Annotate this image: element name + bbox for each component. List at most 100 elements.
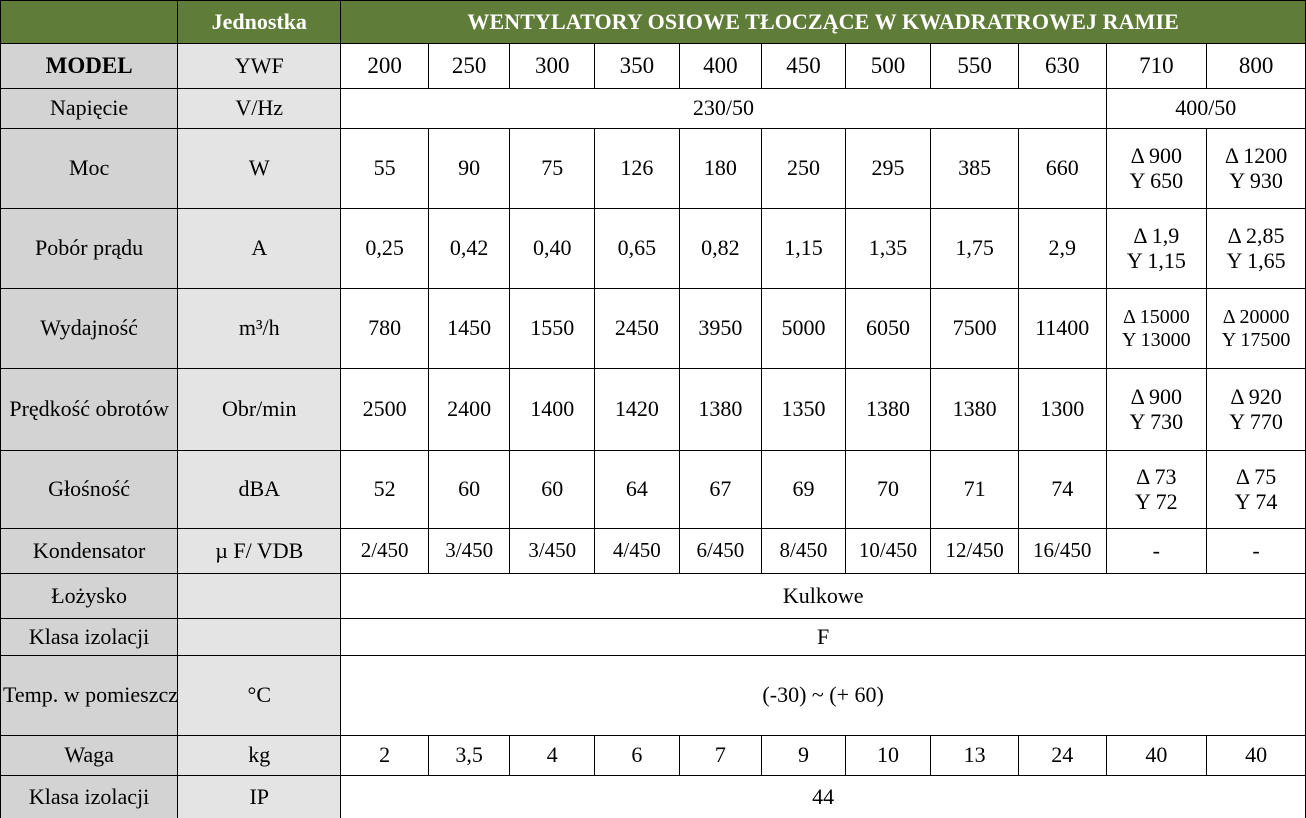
- cell-rpm-450: 1350: [761, 368, 846, 451]
- row-label-airflow: Wydajność: [0, 288, 179, 369]
- cell-current-550: 1,75: [930, 208, 1019, 289]
- row-label-voltage: Napięcie: [0, 88, 179, 129]
- model-column-500: 500: [844, 43, 932, 89]
- cell-current-350: 0,65: [594, 208, 680, 289]
- row-unit-airflow: m³/h: [177, 288, 342, 369]
- row-label-weight: Waga: [0, 735, 179, 776]
- model-column-400: 400: [678, 43, 763, 89]
- model-column-450: 450: [761, 43, 846, 89]
- delta-value: Δ 15000: [1122, 306, 1190, 329]
- cell-noise-500: 70: [844, 450, 932, 529]
- cell-power-450: 250: [761, 128, 846, 209]
- delta-value: Δ 73: [1136, 463, 1177, 489]
- row-label-ambient-temp: Temp. w pomieszczeniu: [0, 655, 179, 736]
- cell-power-710: Δ 900 Y 650: [1105, 128, 1208, 209]
- cell-weight-500: 10: [844, 735, 932, 776]
- table-header-row: Jednostka WENTYLATORY OSIOWE TŁOCZĄCE W …: [0, 0, 1306, 44]
- delta-value: Δ 75: [1235, 463, 1277, 489]
- model-column-200: 200: [340, 43, 429, 89]
- row-unit-power: W: [177, 128, 342, 209]
- cell-airflow-250: 1450: [427, 288, 511, 369]
- table-row-airflow: Wydajność m³/h 780 1450 1550 2450 3950 5…: [0, 288, 1306, 369]
- cell-weight-800: 40: [1206, 735, 1306, 776]
- cell-current-300: 0,40: [509, 208, 596, 289]
- row-label-current: Pobór prądu: [0, 208, 179, 289]
- cell-rpm-250: 2400: [427, 368, 511, 451]
- cell-weight-400: 7: [678, 735, 763, 776]
- cell-airflow-350: 2450: [594, 288, 680, 369]
- table-row-bearing: Łożysko Kulkowe: [0, 573, 1306, 619]
- cell-power-500: 295: [844, 128, 932, 209]
- table-row-voltage: Napięcie V/Hz 230/50 400/50: [0, 88, 1306, 129]
- cell-current-500: 1,35: [844, 208, 932, 289]
- table-row-weight: Waga kg 2 3,5 4 6 7 9 10 13 24 40 40: [0, 735, 1306, 776]
- cell-weight-550: 13: [930, 735, 1019, 776]
- cell-current-200: 0,25: [340, 208, 429, 289]
- model-column-550: 550: [930, 43, 1019, 89]
- model-column-800: 800: [1206, 43, 1306, 89]
- row-unit-ambient-temp: °C: [177, 655, 342, 736]
- cell-rpm-710: Δ 900 Y 730: [1105, 368, 1208, 451]
- table-row-rpm: Prędkość obrotów Obr/min 2500 2400 1400 …: [0, 368, 1306, 451]
- cell-power-550: 385: [930, 128, 1019, 209]
- cell-airflow-550: 7500: [930, 288, 1019, 369]
- header-spacer-cell: [0, 0, 179, 44]
- model-row: MODEL YWF 200 250 300 350 400 450 500 55…: [0, 43, 1306, 89]
- row-unit-current: A: [177, 208, 342, 289]
- cell-capacitor-630: 16/450: [1017, 528, 1107, 574]
- star-value: Y 17500: [1221, 328, 1291, 351]
- cell-current-630: 2,9: [1017, 208, 1107, 289]
- delta-value: Δ 1200: [1224, 142, 1288, 168]
- delta-value: Δ 900: [1130, 383, 1183, 409]
- cell-rpm-550: 1380: [930, 368, 1019, 451]
- cell-current-400: 0,82: [678, 208, 763, 289]
- row-label-power: Moc: [0, 128, 179, 209]
- row-unit-weight: kg: [177, 735, 342, 776]
- cell-weight-250: 3,5: [427, 735, 511, 776]
- delta-value: Δ 1,9: [1133, 222, 1180, 248]
- cell-capacitor-710: -: [1105, 528, 1208, 574]
- cell-ambient-temp-value: (-30) ~ (+ 60): [340, 655, 1306, 736]
- model-column-300: 300: [509, 43, 596, 89]
- cell-current-710: Δ 1,9 Y 1,15: [1105, 208, 1208, 289]
- model-column-250: 250: [427, 43, 511, 89]
- cell-noise-350: 64: [594, 450, 680, 529]
- cell-noise-300: 60: [509, 450, 596, 529]
- row-label-rpm: Prędkość obrotów: [0, 368, 179, 451]
- cell-weight-710: 40: [1105, 735, 1208, 776]
- cell-weight-630: 24: [1017, 735, 1107, 776]
- row-label-model: MODEL: [0, 43, 179, 89]
- cell-capacitor-400: 6/450: [678, 528, 763, 574]
- cell-weight-300: 4: [509, 735, 596, 776]
- cell-current-800: Δ 2,85 Y 1,65: [1206, 208, 1306, 289]
- cell-noise-800: Δ 75 Y 74: [1206, 450, 1306, 529]
- star-value: Y 1,15: [1126, 247, 1186, 273]
- cell-rpm-800: Δ 920 Y 770: [1206, 368, 1306, 451]
- cell-weight-450: 9: [761, 735, 846, 776]
- table-row-current: Pobór prądu A 0,25 0,42 0,40 0,65 0,82 1…: [0, 208, 1306, 289]
- cell-capacitor-550: 12/450: [930, 528, 1019, 574]
- cell-noise-250: 60: [427, 450, 511, 529]
- table-row-capacitor: Kondensator µ F/ VDB 2/450 3/450 3/450 4…: [0, 528, 1306, 574]
- voltage-value-230: 230/50: [340, 88, 1107, 129]
- header-unit-label: Jednostka: [177, 0, 342, 44]
- star-value: Y 13000: [1121, 328, 1191, 351]
- cell-bearing-value: Kulkowe: [340, 573, 1306, 619]
- cell-weight-350: 6: [594, 735, 680, 776]
- cell-noise-450: 69: [761, 450, 846, 529]
- cell-capacitor-450: 8/450: [761, 528, 846, 574]
- model-column-710: 710: [1105, 43, 1208, 89]
- cell-airflow-710: Δ 15000 Y 13000: [1105, 288, 1208, 369]
- cell-power-350: 126: [594, 128, 680, 209]
- cell-airflow-300: 1550: [509, 288, 596, 369]
- cell-airflow-200: 780: [340, 288, 429, 369]
- cell-airflow-400: 3950: [678, 288, 763, 369]
- cell-noise-400: 67: [678, 450, 763, 529]
- delta-value: Δ 920: [1230, 383, 1282, 409]
- cell-capacitor-500: 10/450: [844, 528, 932, 574]
- star-value: Y 1,65: [1226, 247, 1286, 273]
- cell-noise-550: 71: [930, 450, 1019, 529]
- cell-insulation-class-value: F: [340, 618, 1306, 656]
- cell-airflow-500: 6050: [844, 288, 932, 369]
